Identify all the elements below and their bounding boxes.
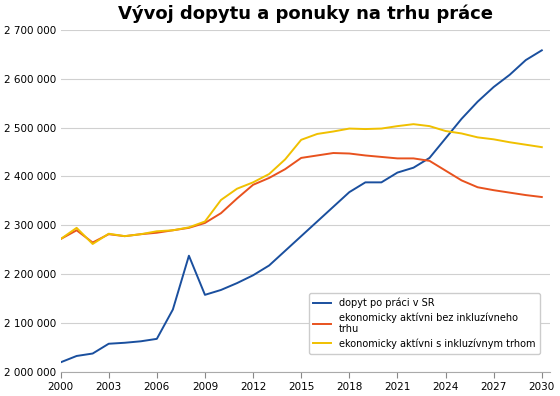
ekonomicky aktívni s inkluzívnym trhom: [491, 137, 497, 142]
ekonomicky aktívni bez inkluzívneho
trhu: [137, 232, 144, 236]
ekonomicky aktívni s inkluzívnym trhom: [458, 131, 465, 136]
dopyt po práci v SR: [330, 204, 337, 209]
dopyt po práci v SR: [282, 248, 288, 253]
dopyt po práci v SR: [394, 170, 401, 175]
ekonomicky aktívni s inkluzívnym trhom: [137, 232, 144, 236]
dopyt po práci v SR: [362, 180, 368, 185]
ekonomicky aktívni s inkluzívnym trhom: [442, 129, 449, 133]
ekonomicky aktívni s inkluzívnym trhom: [234, 187, 240, 191]
ekonomicky aktívni bez inkluzívneho
trhu: [266, 175, 273, 180]
Line: ekonomicky aktívni bez inkluzívneho
trhu: ekonomicky aktívni bez inkluzívneho trhu: [60, 153, 542, 242]
dopyt po práci v SR: [378, 180, 385, 185]
ekonomicky aktívni bez inkluzívneho
trhu: [330, 150, 337, 155]
ekonomicky aktívni bez inkluzívneho
trhu: [218, 211, 225, 215]
dopyt po práci v SR: [266, 263, 273, 268]
dopyt po práci v SR: [426, 156, 433, 160]
ekonomicky aktívni bez inkluzívneho
trhu: [122, 234, 128, 238]
ekonomicky aktívni bez inkluzívneho
trhu: [89, 240, 96, 245]
dopyt po práci v SR: [153, 337, 160, 341]
ekonomicky aktívni bez inkluzívneho
trhu: [153, 230, 160, 235]
ekonomicky aktívni bez inkluzívneho
trhu: [234, 196, 240, 201]
ekonomicky aktívni bez inkluzívneho
trhu: [506, 190, 513, 195]
dopyt po práci v SR: [122, 341, 128, 345]
ekonomicky aktívni bez inkluzívneho
trhu: [73, 228, 80, 233]
ekonomicky aktívni s inkluzívnym trhom: [202, 219, 208, 224]
Legend: dopyt po práci v SR, ekonomicky aktívni bez inkluzívneho
trhu, ekonomicky aktívn: dopyt po práci v SR, ekonomicky aktívni …: [309, 293, 540, 354]
Line: ekonomicky aktívni s inkluzívnym trhom: ekonomicky aktívni s inkluzívnym trhom: [60, 124, 542, 244]
ekonomicky aktívni s inkluzívnym trhom: [218, 198, 225, 202]
dopyt po práci v SR: [491, 85, 497, 89]
ekonomicky aktívni bez inkluzívneho
trhu: [474, 185, 481, 190]
ekonomicky aktívni s inkluzívnym trhom: [105, 231, 112, 236]
dopyt po práci v SR: [410, 165, 417, 170]
dopyt po práci v SR: [185, 253, 192, 258]
ekonomicky aktívni s inkluzívnym trhom: [362, 127, 368, 131]
ekonomicky aktívni bez inkluzívneho
trhu: [458, 178, 465, 183]
ekonomicky aktívni bez inkluzívneho
trhu: [394, 156, 401, 161]
dopyt po práci v SR: [57, 360, 64, 365]
ekonomicky aktívni s inkluzívnym trhom: [426, 124, 433, 128]
Title: Vývoj dopytu a ponuky na trhu práce: Vývoj dopytu a ponuky na trhu práce: [118, 4, 493, 23]
dopyt po práci v SR: [474, 99, 481, 104]
ekonomicky aktívni s inkluzívnym trhom: [410, 122, 417, 127]
dopyt po práci v SR: [522, 58, 529, 63]
ekonomicky aktívni bez inkluzívneho
trhu: [362, 153, 368, 158]
ekonomicky aktívni s inkluzívnym trhom: [330, 129, 337, 134]
ekonomicky aktívni bez inkluzívneho
trhu: [410, 156, 417, 161]
dopyt po práci v SR: [202, 293, 208, 297]
ekonomicky aktívni bez inkluzívneho
trhu: [282, 167, 288, 171]
dopyt po práci v SR: [250, 273, 256, 278]
Line: dopyt po práci v SR: dopyt po práci v SR: [60, 50, 542, 362]
ekonomicky aktívni bez inkluzívneho
trhu: [346, 151, 353, 156]
ekonomicky aktívni s inkluzívnym trhom: [266, 172, 273, 177]
ekonomicky aktívni s inkluzívnym trhom: [170, 228, 176, 233]
ekonomicky aktívni s inkluzívnym trhom: [122, 234, 128, 238]
dopyt po práci v SR: [539, 48, 545, 53]
ekonomicky aktívni s inkluzívnym trhom: [298, 137, 305, 142]
ekonomicky aktívni bez inkluzívneho
trhu: [185, 225, 192, 230]
ekonomicky aktívni bez inkluzívneho
trhu: [426, 158, 433, 163]
ekonomicky aktívni bez inkluzívneho
trhu: [491, 188, 497, 192]
ekonomicky aktívni bez inkluzívneho
trhu: [539, 195, 545, 200]
dopyt po práci v SR: [137, 339, 144, 344]
ekonomicky aktívni bez inkluzívneho
trhu: [202, 221, 208, 225]
ekonomicky aktívni bez inkluzívneho
trhu: [442, 168, 449, 173]
dopyt po práci v SR: [314, 219, 320, 224]
ekonomicky aktívni s inkluzívnym trhom: [506, 140, 513, 145]
ekonomicky aktívni bez inkluzívneho
trhu: [170, 228, 176, 233]
ekonomicky aktívni bez inkluzívneho
trhu: [250, 183, 256, 187]
dopyt po práci v SR: [218, 287, 225, 292]
dopyt po práci v SR: [506, 72, 513, 77]
ekonomicky aktívni s inkluzívnym trhom: [346, 126, 353, 131]
ekonomicky aktívni s inkluzívnym trhom: [378, 126, 385, 131]
dopyt po práci v SR: [89, 351, 96, 356]
ekonomicky aktívni bez inkluzívneho
trhu: [105, 232, 112, 236]
ekonomicky aktívni s inkluzívnym trhom: [73, 225, 80, 230]
ekonomicky aktívni s inkluzívnym trhom: [250, 180, 256, 185]
dopyt po práci v SR: [234, 281, 240, 286]
ekonomicky aktívni bez inkluzívneho
trhu: [522, 193, 529, 198]
ekonomicky aktívni s inkluzívnym trhom: [153, 229, 160, 234]
ekonomicky aktívni s inkluzívnym trhom: [474, 135, 481, 140]
ekonomicky aktívni s inkluzívnym trhom: [394, 124, 401, 128]
dopyt po práci v SR: [170, 307, 176, 312]
dopyt po práci v SR: [73, 354, 80, 358]
ekonomicky aktívni s inkluzívnym trhom: [89, 242, 96, 246]
ekonomicky aktívni bez inkluzívneho
trhu: [57, 237, 64, 242]
ekonomicky aktívni s inkluzívnym trhom: [522, 142, 529, 147]
ekonomicky aktívni s inkluzívnym trhom: [282, 157, 288, 162]
ekonomicky aktívni bez inkluzívneho
trhu: [314, 153, 320, 158]
dopyt po práci v SR: [346, 190, 353, 194]
dopyt po práci v SR: [105, 341, 112, 346]
ekonomicky aktívni s inkluzívnym trhom: [314, 131, 320, 136]
ekonomicky aktívni s inkluzívnym trhom: [185, 225, 192, 230]
ekonomicky aktívni bez inkluzívneho
trhu: [378, 154, 385, 159]
dopyt po práci v SR: [442, 136, 449, 141]
dopyt po práci v SR: [458, 116, 465, 121]
ekonomicky aktívni s inkluzívnym trhom: [57, 237, 64, 242]
ekonomicky aktívni bez inkluzívneho
trhu: [298, 156, 305, 160]
dopyt po práci v SR: [298, 234, 305, 238]
ekonomicky aktívni s inkluzívnym trhom: [539, 145, 545, 150]
